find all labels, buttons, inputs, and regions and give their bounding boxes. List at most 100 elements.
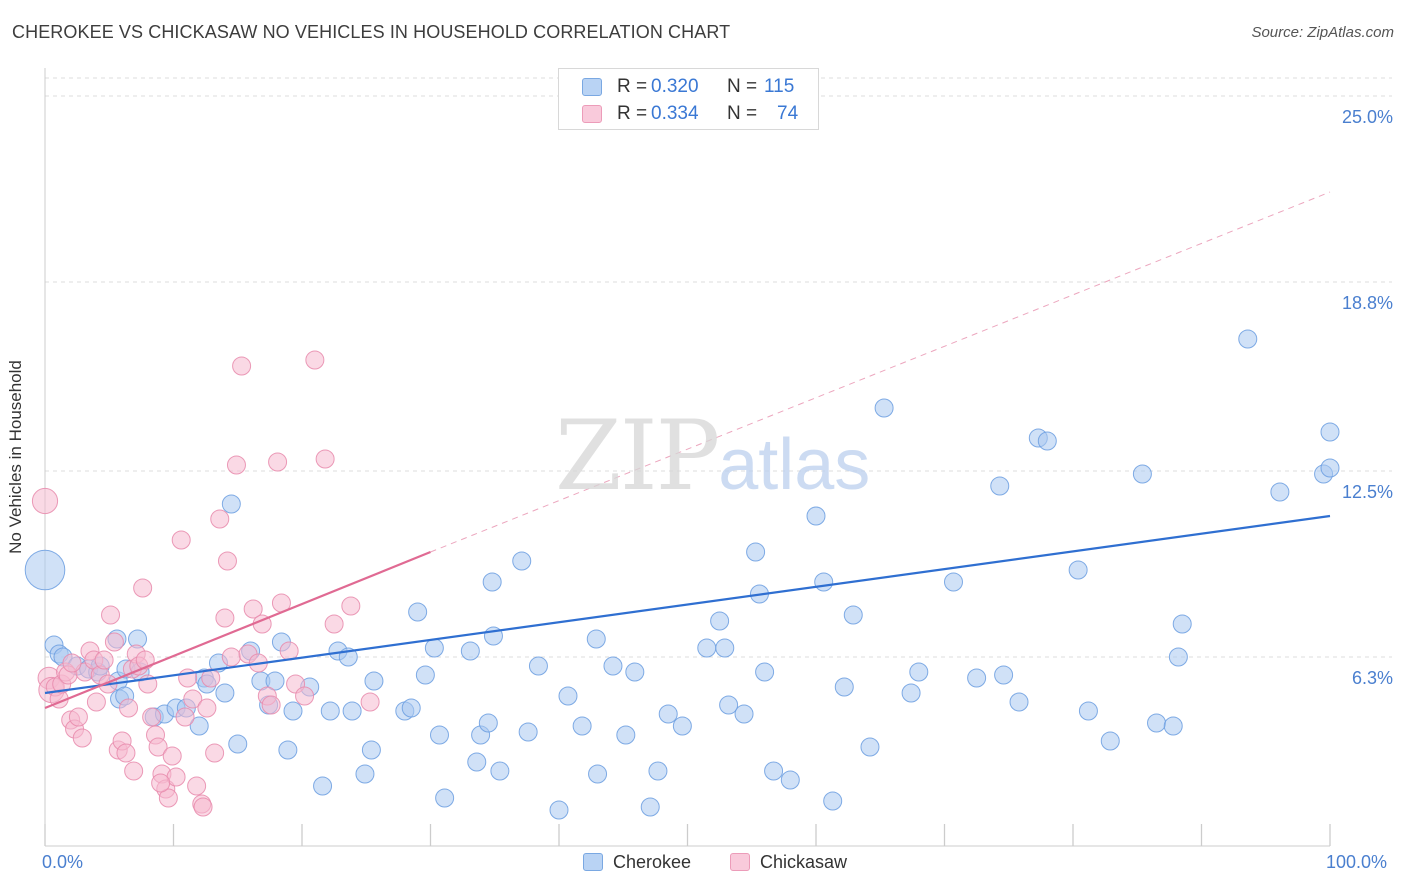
cherokee-point bbox=[746, 542, 766, 562]
legend-r-label: R = bbox=[617, 76, 648, 97]
correlation-legend: R = 0.320 N = 115 R = 0.334 N = 74 bbox=[558, 68, 819, 130]
cherokee-swatch-icon bbox=[582, 78, 602, 96]
cherokee-point bbox=[215, 683, 235, 703]
chickasaw-point bbox=[305, 350, 325, 370]
cherokee-point bbox=[648, 761, 668, 781]
chickasaw-point bbox=[324, 614, 344, 634]
cherokee-point bbox=[512, 551, 532, 571]
chickasaw-legend-label: Chickasaw bbox=[760, 852, 848, 872]
legend-r-value: 0.334 bbox=[651, 103, 699, 124]
cherokee-point bbox=[806, 506, 826, 526]
chickasaw-point bbox=[205, 743, 225, 763]
legend-n-label: N = bbox=[727, 76, 758, 97]
cherokee-point bbox=[355, 764, 375, 784]
zipatlas-watermark: ZIPatlas bbox=[555, 400, 870, 512]
chickasaw-point bbox=[197, 698, 217, 718]
cherokee-legend-icon bbox=[583, 853, 603, 871]
cherokee-point bbox=[719, 695, 739, 715]
chickasaw-point bbox=[217, 551, 237, 571]
legend-r-label: R = bbox=[617, 103, 648, 124]
legend-r-value: 0.320 bbox=[651, 76, 699, 97]
chickasaw-trend-line bbox=[44, 550, 431, 710]
cherokee-point bbox=[1270, 482, 1290, 502]
chickasaw-point bbox=[68, 707, 88, 727]
bottom-legend-cherokee: Cherokee bbox=[583, 852, 691, 873]
cherokee-point bbox=[228, 734, 248, 754]
cherokee-point bbox=[874, 398, 894, 418]
chickasaw-point bbox=[86, 692, 106, 712]
source-label: Source: ZipAtlas.com bbox=[1251, 24, 1394, 41]
cherokee-point bbox=[1238, 329, 1258, 349]
cherokee-point bbox=[401, 698, 421, 718]
cherokee-point bbox=[24, 549, 66, 591]
cherokee-point bbox=[658, 704, 678, 724]
cherokee-point bbox=[1163, 716, 1183, 736]
watermark-atlas: atlas bbox=[718, 425, 871, 505]
cherokee-point bbox=[1147, 713, 1167, 733]
cherokee-legend-label: Cherokee bbox=[613, 852, 692, 872]
chickasaw-point bbox=[72, 728, 92, 748]
chickasaw-point bbox=[116, 743, 136, 763]
cherokee-point bbox=[603, 656, 623, 676]
cherokee-point bbox=[1068, 560, 1088, 580]
cherokee-point bbox=[814, 572, 834, 592]
cherokee-point bbox=[625, 662, 645, 682]
chickasaw-point bbox=[187, 776, 207, 796]
chickasaw-point bbox=[226, 455, 246, 475]
chickasaw-point bbox=[268, 452, 288, 472]
cherokee-point bbox=[1078, 701, 1098, 721]
chickasaw-point bbox=[62, 653, 82, 673]
cherokee-point bbox=[490, 761, 510, 781]
chickasaw-point bbox=[215, 608, 235, 628]
chickasaw-point bbox=[162, 746, 182, 766]
cherokee-point bbox=[990, 476, 1010, 496]
cherokee-point bbox=[1132, 464, 1152, 484]
cherokee-point bbox=[342, 701, 362, 721]
cherokee-point bbox=[1037, 431, 1057, 451]
cherokee-point bbox=[943, 572, 963, 592]
cherokee-point bbox=[278, 740, 298, 760]
chickasaw-point bbox=[360, 692, 380, 712]
bottom-legend-chickasaw: Chickasaw bbox=[730, 852, 847, 873]
cherokee-trend-line bbox=[44, 514, 1331, 695]
chickasaw-point bbox=[148, 737, 168, 757]
chickasaw-trend-extension bbox=[430, 191, 1331, 553]
chickasaw-swatch-icon bbox=[582, 105, 602, 123]
cherokee-point bbox=[558, 686, 578, 706]
chickasaw-point bbox=[124, 761, 144, 781]
cherokee-point bbox=[586, 629, 606, 649]
y-tick-label: 25.0% bbox=[1342, 107, 1393, 127]
chickasaw-legend-icon bbox=[730, 853, 750, 871]
chickasaw-point bbox=[175, 707, 195, 727]
cherokee-point bbox=[518, 722, 538, 742]
cherokee-point bbox=[528, 656, 548, 676]
cherokee-point bbox=[467, 752, 487, 772]
x-tick-label-min: 0.0% bbox=[42, 852, 84, 872]
chickasaw-point bbox=[341, 596, 361, 616]
chickasaw-point bbox=[193, 797, 213, 817]
cherokee-point bbox=[860, 737, 880, 757]
cherokee-point bbox=[715, 638, 735, 658]
chickasaw-point bbox=[201, 668, 221, 688]
chickasaw-point bbox=[158, 788, 178, 808]
cherokee-point bbox=[424, 638, 444, 658]
cherokee-point bbox=[1168, 647, 1188, 667]
cherokee-point bbox=[221, 494, 241, 514]
legend-n-value: 74 bbox=[777, 103, 799, 124]
cherokee-point bbox=[1320, 458, 1340, 478]
cherokee-point bbox=[549, 800, 569, 820]
cherokee-point bbox=[1172, 614, 1192, 634]
cherokee-point bbox=[408, 602, 428, 622]
cherokee-point bbox=[755, 662, 775, 682]
cherokee-point bbox=[478, 713, 498, 733]
cherokee-point bbox=[909, 662, 929, 682]
cherokee-point bbox=[572, 716, 592, 736]
cherokee-point bbox=[616, 725, 636, 745]
chickasaw-point bbox=[142, 707, 162, 727]
cherokee-point bbox=[435, 788, 455, 808]
chart-title: CHEROKEE VS CHICKASAW NO VEHICLES IN HOU… bbox=[12, 22, 731, 42]
cherokee-point bbox=[823, 791, 843, 811]
chickasaw-point bbox=[94, 650, 114, 670]
cherokee-point bbox=[320, 701, 340, 721]
chickasaw-point bbox=[183, 689, 203, 709]
